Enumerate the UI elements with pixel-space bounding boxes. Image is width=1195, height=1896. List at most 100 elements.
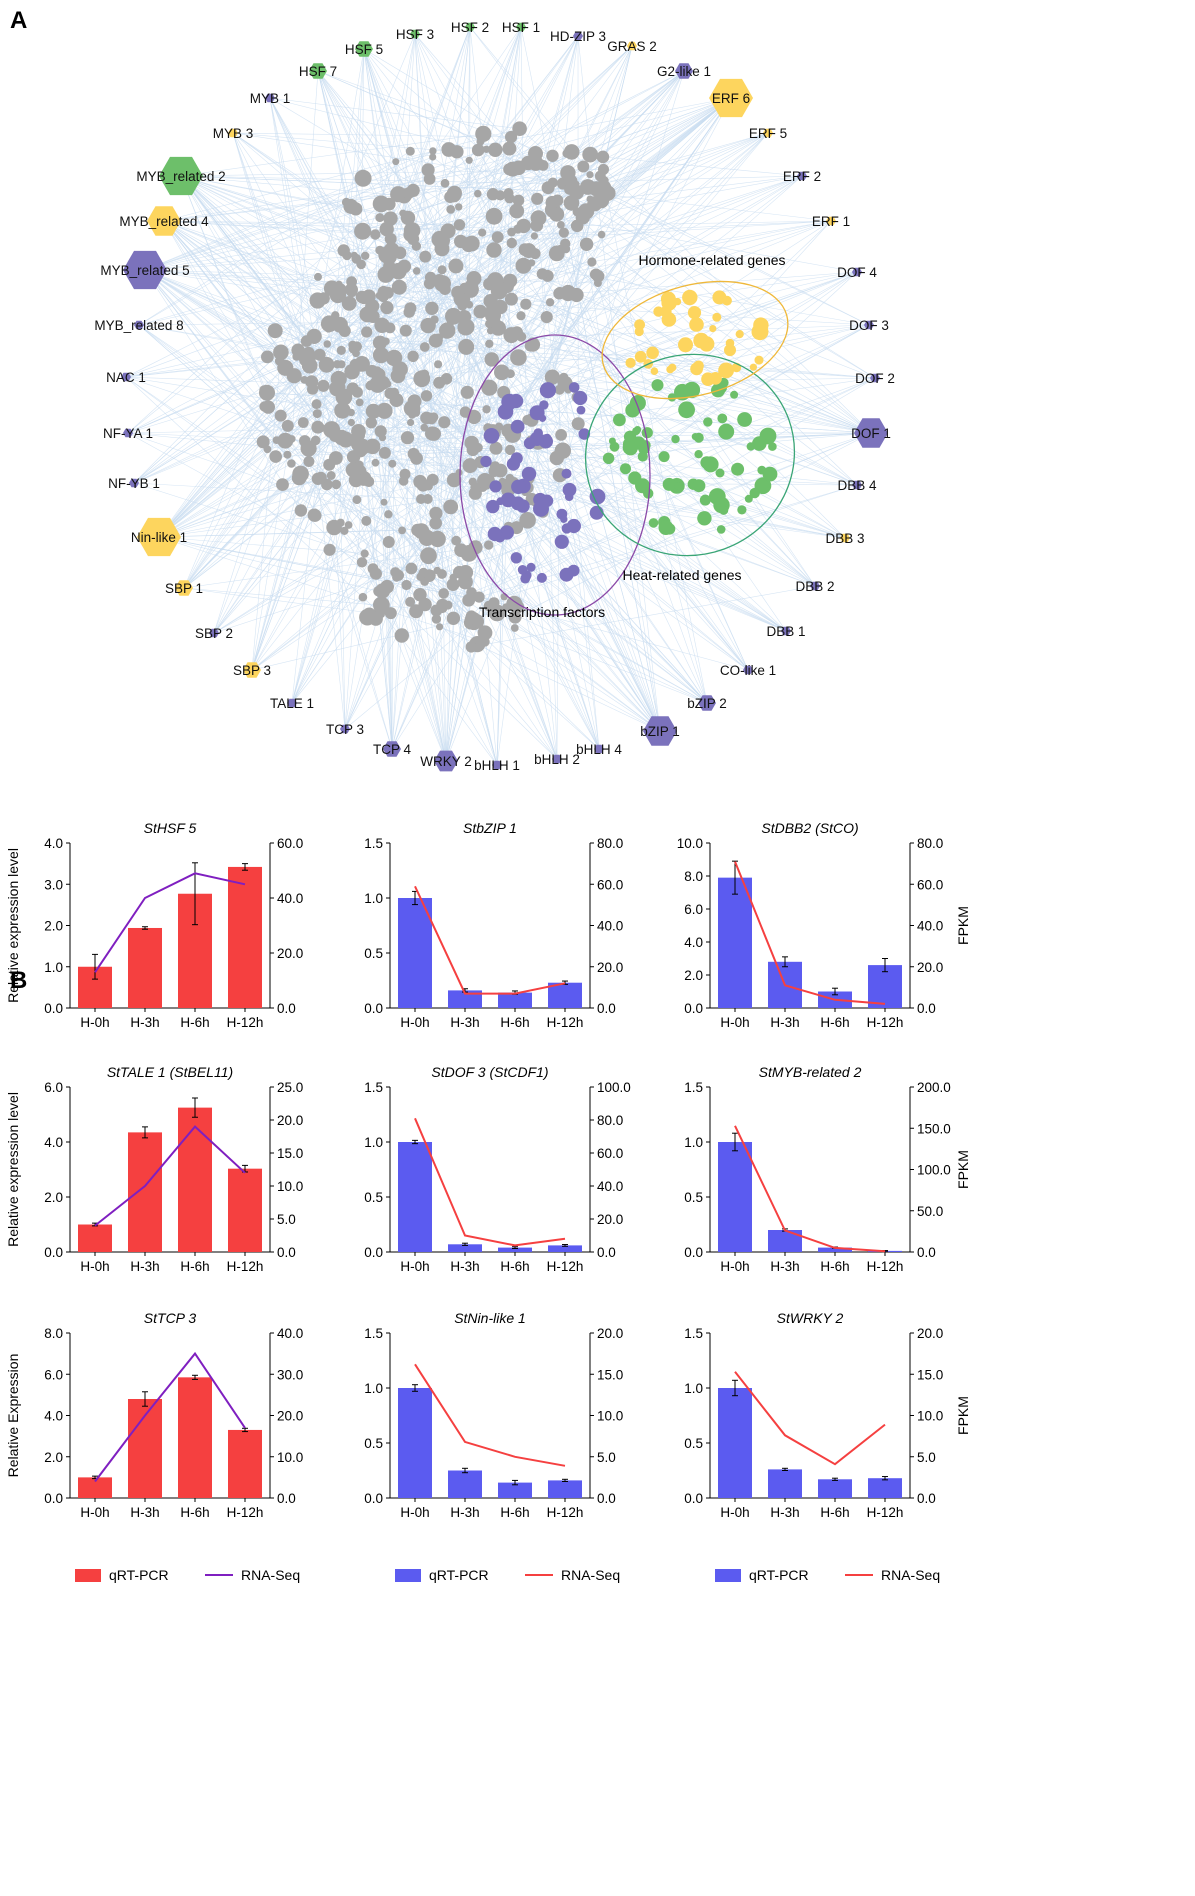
- heat-related-node: [746, 442, 755, 451]
- y2-tick-label: 100.0: [917, 1163, 951, 1178]
- network-edge: [532, 175, 803, 345]
- gene-node: [582, 146, 599, 163]
- hub-label: ERF 2: [783, 169, 821, 184]
- network-edge: [471, 585, 816, 648]
- gene-node: [471, 143, 485, 157]
- hormone-related-node: [646, 346, 659, 360]
- y-tick-label: 0.0: [364, 1001, 383, 1016]
- hormone-related-node: [661, 312, 677, 327]
- y-tick-label: 1.5: [684, 1326, 703, 1341]
- gene-node: [286, 368, 302, 384]
- network-edge: [309, 48, 365, 366]
- network-edge: [251, 464, 330, 671]
- gene-node: [423, 277, 436, 290]
- transcription-factor-node: [520, 573, 531, 584]
- network-edge: [527, 487, 558, 760]
- y-tick-label: 0.0: [684, 1001, 703, 1016]
- network-edge: [416, 35, 579, 247]
- gene-node: [375, 213, 385, 223]
- bar: [398, 898, 432, 1008]
- x-tick-label: H-0h: [80, 1505, 109, 1520]
- heat-related-node: [637, 451, 648, 462]
- gene-node: [433, 376, 446, 389]
- hub-node: [643, 716, 677, 746]
- chart-title: StTCP 3: [144, 1310, 197, 1326]
- gene-node: [405, 562, 418, 575]
- hub-label: NF-YA 1: [103, 426, 153, 441]
- network-edge: [382, 382, 393, 750]
- gene-node: [310, 435, 321, 446]
- heat-related-node: [651, 379, 664, 392]
- network-edge: [357, 442, 661, 732]
- gene-node: [554, 286, 565, 298]
- hub-label: MYB_related 2: [136, 169, 225, 184]
- gene-node: [475, 125, 492, 142]
- gene-node: [355, 398, 364, 407]
- gene-node: [323, 543, 336, 556]
- gene-node: [344, 364, 360, 380]
- gene-node: [534, 195, 543, 204]
- hub-node: [355, 41, 373, 57]
- y2-tick-label: 10.0: [597, 1409, 623, 1424]
- network-edge: [213, 161, 397, 634]
- y2-tick-label: 0.0: [277, 1245, 296, 1260]
- y2-tick-label: 60.0: [277, 836, 303, 851]
- bar: [498, 1247, 532, 1252]
- y-tick-label: 1.0: [684, 1135, 703, 1150]
- gene-node: [274, 409, 287, 422]
- network-edge: [138, 324, 422, 532]
- bar: [818, 1247, 852, 1252]
- hub-node: [123, 428, 133, 438]
- network-edge: [552, 175, 803, 183]
- network-edge: [372, 568, 749, 671]
- heat-related-node: [662, 477, 676, 491]
- heat-related-node: [620, 463, 631, 475]
- network-edge: [291, 262, 532, 704]
- bar: [78, 1477, 112, 1498]
- y-tick-label: 1.5: [684, 1080, 703, 1095]
- hormone-related-node: [690, 362, 703, 376]
- legend-rna-label: RNA-Seq: [881, 1567, 940, 1583]
- gene-node: [331, 479, 342, 490]
- network-edge: [372, 305, 816, 587]
- gene-node: [394, 628, 409, 643]
- hub-nodes: HSF 3 HSF 2 HSF 1 HD-ZIP 3 HSF 5 GRAS 2 HSF 7 G…: [94, 20, 895, 773]
- x-tick-label: H-3h: [130, 1505, 159, 1520]
- gene-node: [377, 266, 395, 283]
- y2-tick-label: 60.0: [597, 1146, 623, 1161]
- gene-node: [360, 549, 369, 558]
- gene-node: [298, 350, 316, 368]
- heat-related-node: [741, 415, 749, 423]
- gene-node: [474, 189, 482, 198]
- hub-node: [840, 533, 850, 543]
- gene-node: [429, 153, 437, 161]
- hub-label: MYB_related 4: [119, 214, 209, 229]
- y-tick-label: 6.0: [684, 902, 703, 917]
- bar: [228, 1168, 262, 1252]
- legend-qrt-label: qRT-PCR: [749, 1567, 809, 1583]
- hub-node: [383, 741, 401, 757]
- transcription-factor-node: [566, 518, 582, 534]
- gene-node: [477, 473, 493, 489]
- chart-title: StHSF 5: [144, 820, 197, 836]
- network-edge: [546, 271, 858, 318]
- network-edge: [158, 478, 319, 538]
- network-edge: [601, 175, 803, 201]
- transcription-factor-node: [510, 452, 523, 465]
- gene-node: [457, 300, 468, 311]
- panel-label-a: A: [10, 7, 27, 34]
- x-tick-label: H-12h: [867, 1505, 904, 1520]
- gene-node: [429, 516, 443, 530]
- network-edge: [144, 269, 319, 428]
- gene-node: [586, 171, 594, 179]
- gene-node: [362, 289, 376, 304]
- gene-node: [376, 402, 393, 419]
- gene-node: [314, 272, 322, 281]
- network-edge: [556, 457, 749, 671]
- hub-node: [852, 480, 862, 490]
- hub-label: HSF 5: [345, 42, 383, 57]
- rna-seq-line: [414, 885, 566, 995]
- y-tick-label: 2.0: [44, 919, 63, 934]
- heat-related-node: [718, 423, 735, 440]
- gene-node: [593, 279, 602, 287]
